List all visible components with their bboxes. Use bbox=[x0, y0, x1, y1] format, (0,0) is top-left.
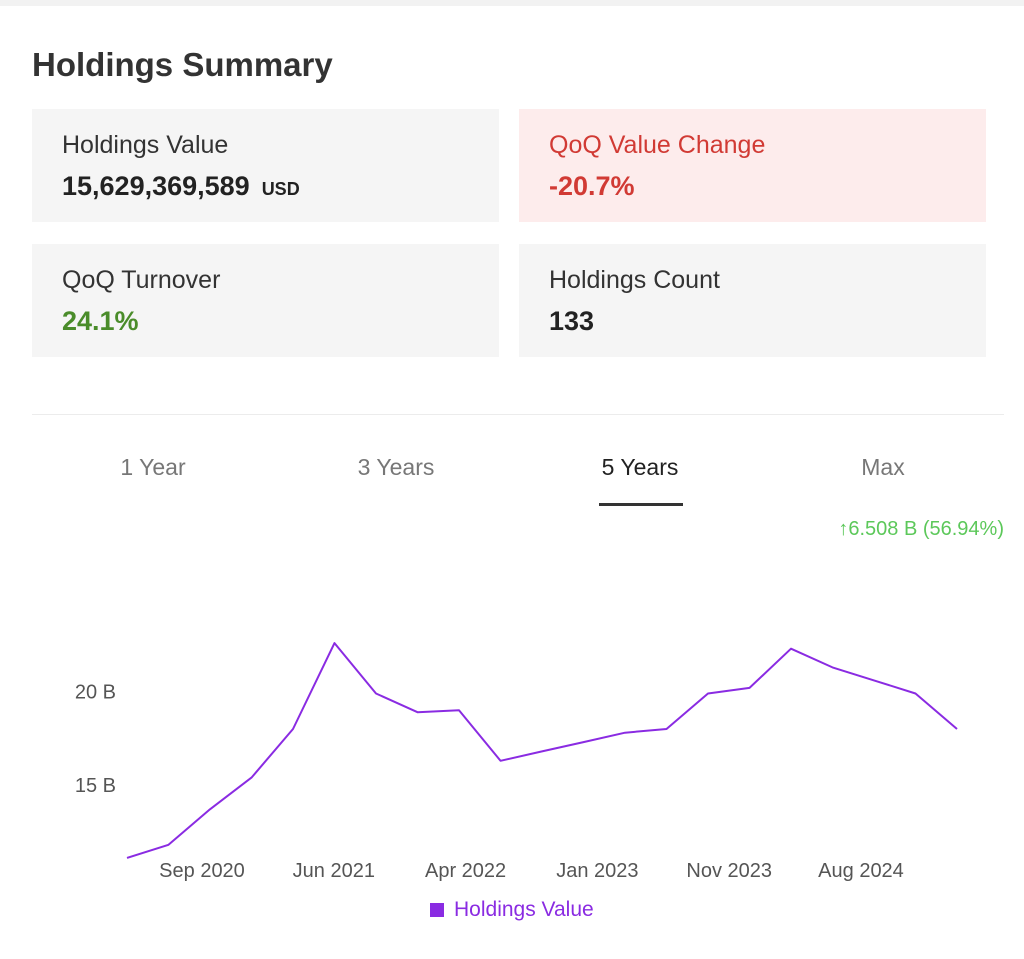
qoq-turnover-card: QoQ Turnover 24.1% bbox=[32, 244, 499, 357]
holdings-value-number: 15,629,369,589 bbox=[62, 171, 250, 201]
x-tick-label: Aug 2024 bbox=[818, 860, 904, 882]
x-tick-label: Sep 2020 bbox=[159, 860, 245, 882]
series-line-holdings-value[interactable] bbox=[126, 642, 958, 859]
x-tick-label: Jun 2021 bbox=[293, 860, 375, 882]
legend-label: Holdings Value bbox=[454, 898, 594, 921]
qoq-value-change-label: QoQ Value Change bbox=[549, 131, 766, 159]
holdings-count-card: Holdings Count 133 bbox=[519, 244, 986, 357]
x-tick-label: Jan 2023 bbox=[556, 860, 638, 882]
holdings-value-unit: USD bbox=[261, 179, 300, 199]
tab-3-years[interactable]: 3 Years bbox=[357, 454, 435, 480]
y-tick-label: 20 B bbox=[75, 682, 116, 704]
holdings-value-label: Holdings Value bbox=[62, 131, 229, 159]
x-tick-label: Nov 2023 bbox=[686, 860, 772, 882]
holdings-value-card: Holdings Value 15,629,369,589 USD bbox=[32, 109, 499, 222]
holdings-value-chart: 20 B 15 B Sep 2020 Jun 2021 Apr 2022 Jan 2023… bbox=[75, 642, 958, 882]
holdings-summary-card: Holdings Summary Holdings Value 15,629,3… bbox=[0, 6, 1024, 959]
tab-max[interactable]: Max bbox=[861, 454, 905, 480]
holdings-count-label: Holdings Count bbox=[549, 266, 720, 294]
tab-5-years[interactable]: 5 Years bbox=[601, 454, 679, 480]
chart-legend[interactable]: Holdings Value bbox=[430, 898, 594, 922]
qoq-value-change-amount: -20.7% bbox=[549, 171, 635, 201]
section-divider bbox=[32, 414, 1004, 415]
y-tick-label: 15 B bbox=[75, 775, 116, 797]
qoq-turnover-amount: 24.1% bbox=[62, 306, 139, 336]
tab-1-year[interactable]: 1 Year bbox=[120, 454, 186, 480]
qoq-turnover-label: QoQ Turnover bbox=[62, 266, 221, 294]
active-tab-indicator bbox=[599, 503, 683, 506]
qoq-value-change-card: QoQ Value Change -20.7% bbox=[519, 109, 986, 222]
period-change-indicator: ↑6.508 B (56.94%) bbox=[838, 518, 1004, 540]
page-title: Holdings Summary bbox=[32, 46, 333, 83]
holdings-count-amount: 133 bbox=[549, 306, 595, 336]
legend-swatch bbox=[430, 903, 444, 917]
x-tick-label: Apr 2022 bbox=[425, 860, 506, 882]
holdings-value-amount: 15,629,369,589 USD bbox=[62, 171, 300, 202]
